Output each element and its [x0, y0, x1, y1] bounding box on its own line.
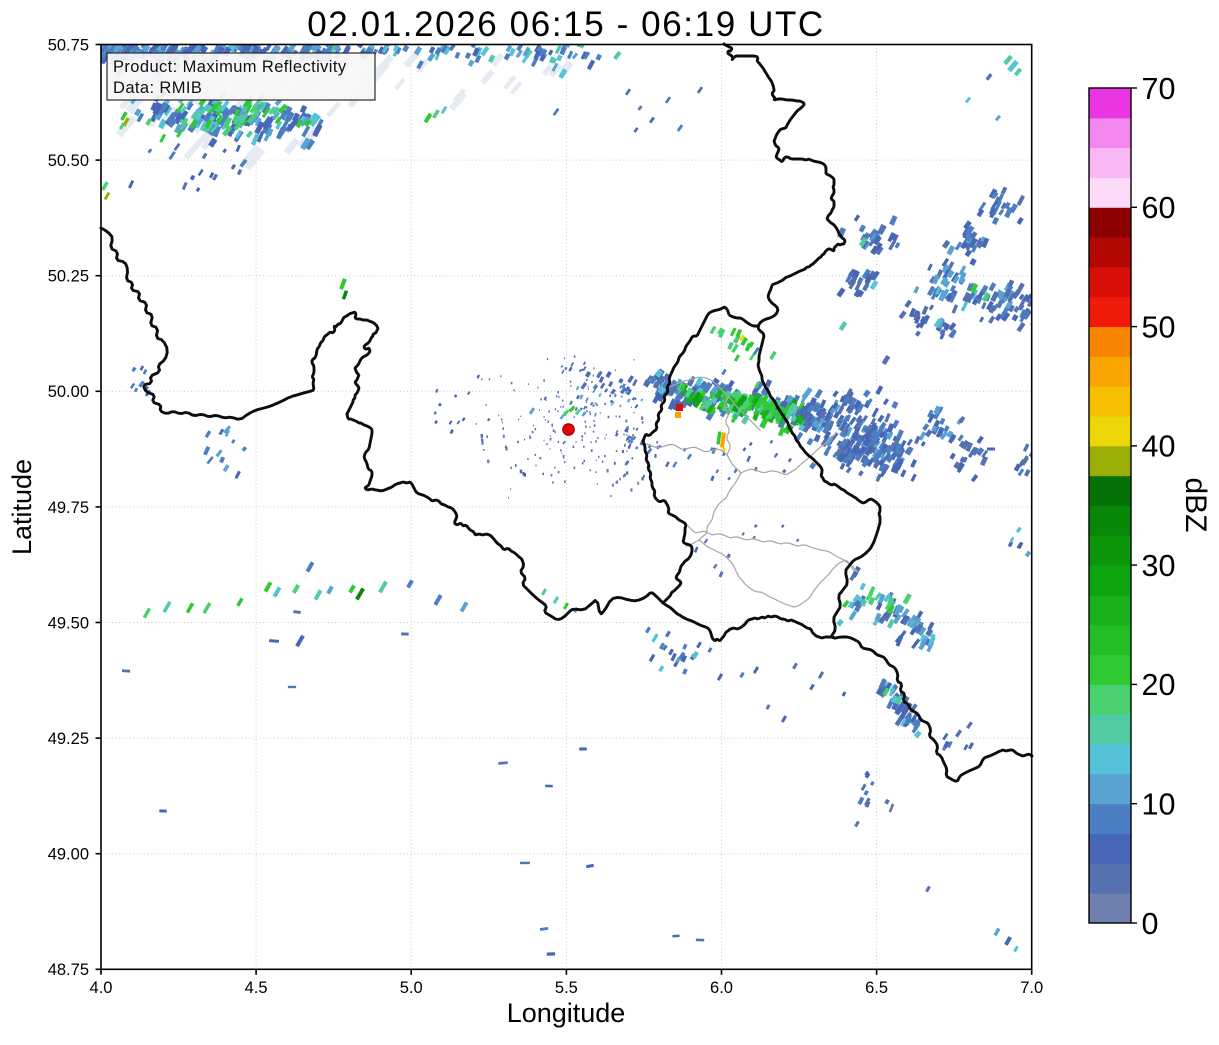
svg-text:50.25: 50.25: [48, 268, 89, 286]
svg-text:48.75: 48.75: [48, 961, 89, 979]
svg-text:50.75: 50.75: [48, 36, 89, 54]
svg-text:dBZ: dBZ: [1179, 477, 1212, 532]
svg-text:6.5: 6.5: [865, 979, 888, 997]
svg-text:49.75: 49.75: [48, 499, 89, 517]
svg-text:02.01.2026 06:15 - 06:19 UTC: 02.01.2026 06:15 - 06:19 UTC: [307, 5, 825, 44]
svg-text:Data: RMIB: Data: RMIB: [113, 79, 202, 97]
svg-text:50.00: 50.00: [48, 383, 89, 401]
svg-text:30: 30: [1142, 549, 1176, 583]
svg-text:49.25: 49.25: [48, 730, 89, 748]
svg-text:0: 0: [1142, 907, 1159, 941]
svg-text:7.0: 7.0: [1020, 979, 1043, 997]
svg-text:4.5: 4.5: [245, 979, 268, 997]
svg-text:49.50: 49.50: [48, 614, 89, 632]
svg-text:6.0: 6.0: [710, 979, 733, 997]
svg-text:40: 40: [1142, 430, 1176, 464]
svg-text:Latitude: Latitude: [7, 459, 37, 555]
svg-text:Longitude: Longitude: [507, 998, 626, 1028]
svg-text:4.0: 4.0: [90, 979, 113, 997]
svg-text:10: 10: [1142, 788, 1176, 822]
svg-text:Product: Maximum Reflectivity: Product: Maximum Reflectivity: [113, 58, 347, 76]
svg-text:5.5: 5.5: [555, 979, 578, 997]
svg-text:70: 70: [1142, 72, 1176, 106]
svg-text:50.50: 50.50: [48, 152, 89, 170]
svg-text:5.0: 5.0: [400, 979, 423, 997]
svg-text:60: 60: [1142, 191, 1176, 225]
svg-text:50: 50: [1142, 310, 1176, 344]
svg-text:49.00: 49.00: [48, 846, 89, 864]
svg-text:20: 20: [1142, 668, 1176, 702]
